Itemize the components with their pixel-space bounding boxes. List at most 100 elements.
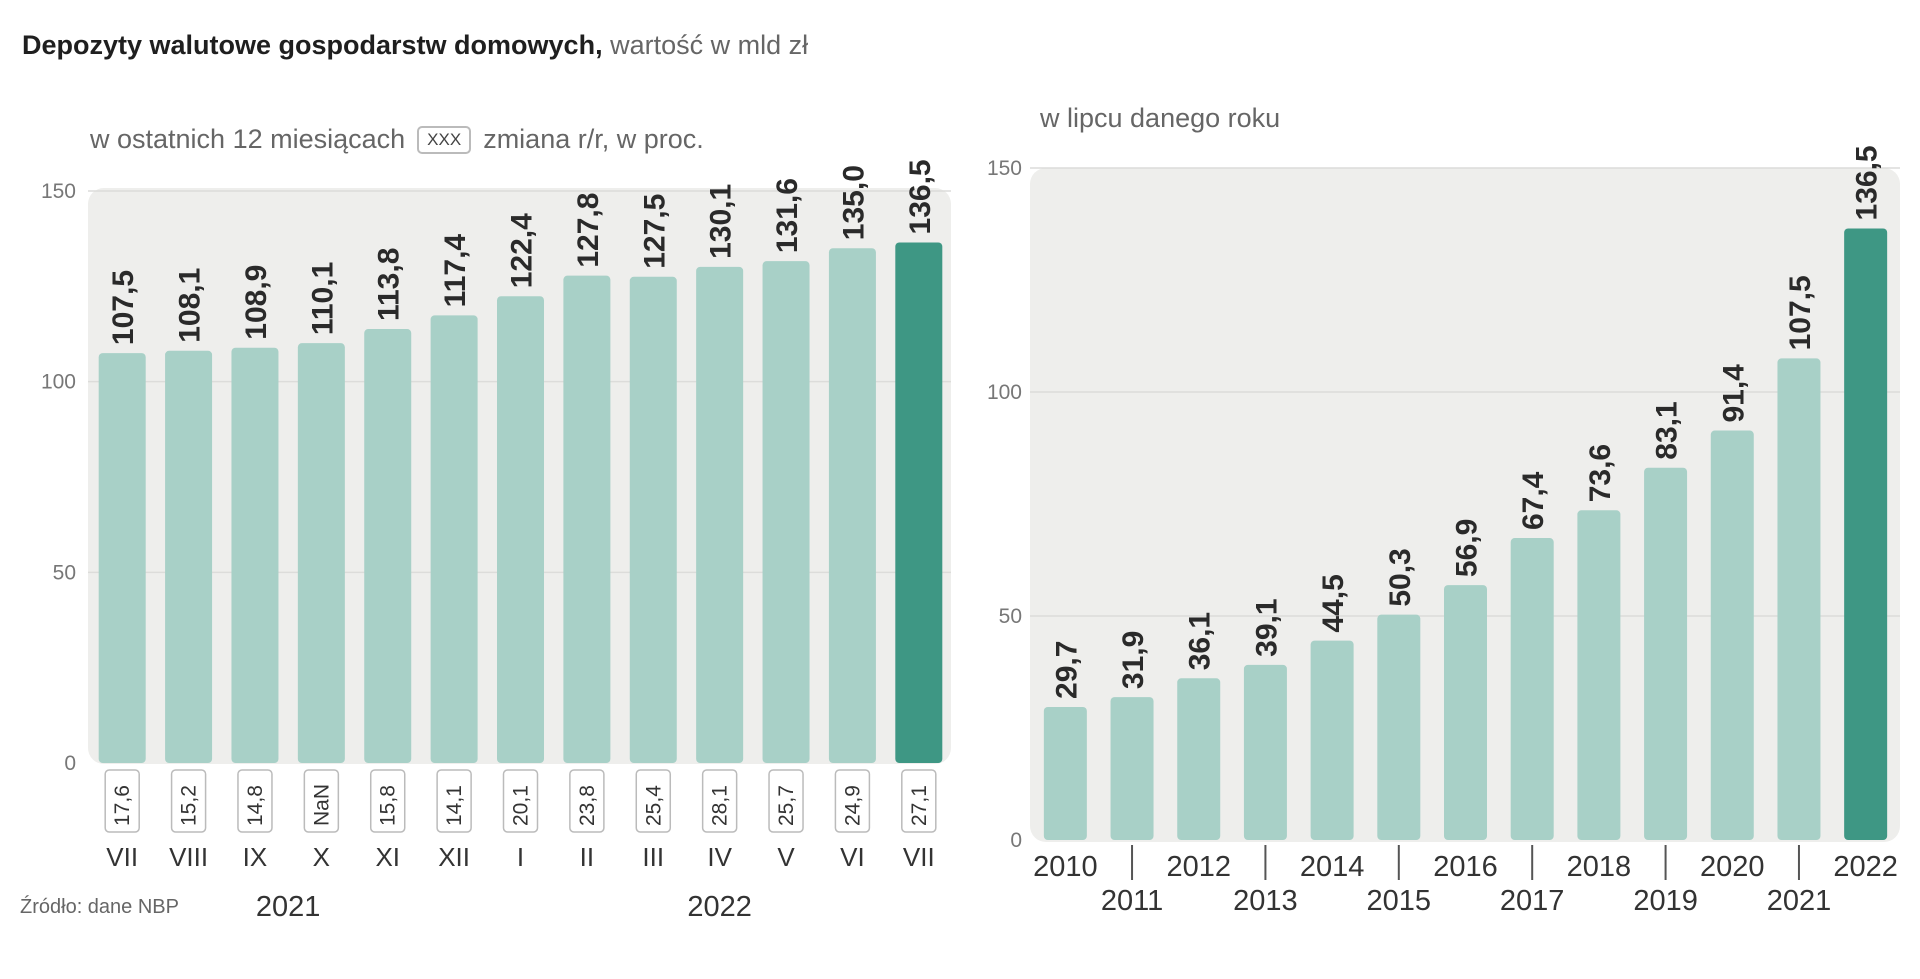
- bar: [231, 347, 279, 763]
- x-tick-label: 2021: [1767, 885, 1832, 917]
- year-group-label: 2022: [687, 891, 752, 923]
- y-tick-label: 0: [1010, 829, 1022, 852]
- yoy-change-box: [834, 769, 871, 833]
- x-tick-label: 2020: [1700, 851, 1765, 883]
- bar: [1710, 430, 1754, 840]
- bar-value-label: 56,9: [1451, 519, 1484, 577]
- x-tick-label: X: [313, 842, 330, 872]
- bar-value-label: 127,8: [572, 193, 605, 268]
- yoy-change-box: [901, 769, 937, 833]
- bar-value-label: 29,7: [1050, 641, 1083, 699]
- chart-title: Depozyty walutowe gospodarstw domowych, …: [22, 30, 808, 61]
- yoy-change-box: [436, 769, 472, 833]
- yoy-change-box: [768, 769, 804, 833]
- bar-value-label: 130,1: [705, 184, 738, 259]
- x-tick-label: XI: [375, 842, 400, 872]
- bar: [497, 296, 544, 763]
- x-tick-label: VI: [840, 842, 865, 872]
- yoy-change-box: [303, 769, 340, 833]
- y-tick-label: 100: [987, 381, 1022, 404]
- bar-value-label: 31,9: [1117, 631, 1150, 689]
- bar-value-label: 108,9: [240, 265, 273, 340]
- bar-value-label: 117,4: [439, 234, 472, 308]
- bar-value-label: 108,1: [174, 268, 207, 343]
- bar-value-label: 73,6: [1584, 444, 1617, 502]
- title-bold: Depozyty walutowe gospodarstw domowych,: [22, 30, 603, 60]
- yoy-change-label: 14,1: [443, 785, 466, 826]
- bar-value-label: 135,0: [837, 165, 870, 240]
- bar: [696, 266, 744, 763]
- bar-value-label: 36,1: [1184, 612, 1217, 670]
- bar: [1844, 228, 1888, 841]
- bar: [98, 353, 146, 763]
- yoy-change-label: 15,2: [178, 785, 201, 826]
- yoy-change-box: [502, 769, 539, 833]
- y-tick-label: 50: [999, 605, 1022, 628]
- bar: [430, 315, 478, 763]
- bar: [1644, 467, 1688, 840]
- bar: [563, 275, 611, 763]
- left-bar-chart: 050100150107,517,6VII108,115,2VIII108,91…: [41, 159, 951, 923]
- yoy-change-label: 28,1: [709, 785, 732, 826]
- bar-value-label: 67,4: [1517, 471, 1550, 530]
- bar-value-label: 107,5: [107, 270, 140, 345]
- yoy-change-box: [369, 769, 406, 833]
- x-tick-label: 2011: [1101, 885, 1163, 917]
- bar-value-label: 83,1: [1651, 401, 1684, 459]
- x-tick-label: IX: [243, 842, 268, 872]
- x-tick-label: I: [517, 842, 524, 872]
- x-tick-label: VII: [106, 842, 138, 872]
- bar-value-label: 44,5: [1317, 574, 1350, 632]
- bar-value-label: 136,5: [1851, 145, 1884, 220]
- legend-yoy-label: zmiana r/r, w proc.: [483, 124, 704, 154]
- x-tick-label: 2017: [1500, 885, 1565, 917]
- bar-value-label: 136,5: [904, 159, 937, 234]
- y-tick-label: 50: [53, 561, 76, 584]
- yoy-change-box: [569, 769, 605, 833]
- yoy-change-label: 25,7: [775, 785, 798, 826]
- y-tick-label: 150: [41, 180, 76, 203]
- legend-yoy-box: XXX: [417, 125, 472, 154]
- bar-value-label: 122,4: [506, 213, 539, 288]
- bar: [1577, 510, 1621, 840]
- bar: [1177, 678, 1221, 840]
- yoy-change-label: 14,8: [244, 785, 267, 826]
- bar: [828, 248, 876, 763]
- x-tick-label: II: [580, 842, 594, 872]
- bar-value-label: 127,5: [638, 194, 671, 269]
- yoy-change-box: [104, 769, 140, 833]
- bar: [895, 242, 943, 764]
- bar: [1777, 358, 1821, 840]
- x-tick-label: 2022: [1833, 851, 1898, 883]
- bar-value-label: 91,4: [1717, 364, 1750, 423]
- bar: [1110, 697, 1154, 840]
- y-tick-label: 100: [41, 371, 76, 394]
- x-tick-label: XII: [438, 842, 470, 872]
- bar: [1243, 664, 1287, 840]
- bar-value-label: 107,5: [1784, 275, 1817, 350]
- x-tick-label: III: [642, 842, 664, 872]
- year-group-label: 2021: [256, 891, 321, 923]
- bar: [165, 350, 213, 763]
- bar: [1510, 538, 1554, 840]
- yoy-change-box: [170, 769, 207, 833]
- x-tick-label: 2018: [1567, 851, 1632, 883]
- x-tick-label: 2013: [1233, 885, 1298, 917]
- bar-value-label: 113,8: [373, 248, 406, 321]
- x-tick-label: VII: [903, 842, 935, 872]
- bar: [1043, 706, 1087, 840]
- x-tick-label: 2015: [1367, 885, 1432, 917]
- yoy-change-label: 25,4: [642, 785, 665, 826]
- x-tick-label: 2012: [1166, 851, 1231, 883]
- bar-value-label: 110,1: [306, 262, 339, 335]
- bar-value-label: 131,6: [771, 178, 804, 253]
- left-chart-legend: w ostatnich 12 miesiącach XXX zmiana r/r…: [90, 124, 704, 155]
- yoy-change-label: NaN: [310, 784, 333, 826]
- yoy-change-label: 17,6: [111, 785, 134, 826]
- bar: [1377, 614, 1421, 840]
- bar: [1444, 585, 1487, 840]
- x-tick-label: IV: [707, 842, 732, 872]
- bar-value-label: 39,1: [1250, 598, 1283, 656]
- x-tick-label: 2014: [1300, 851, 1365, 883]
